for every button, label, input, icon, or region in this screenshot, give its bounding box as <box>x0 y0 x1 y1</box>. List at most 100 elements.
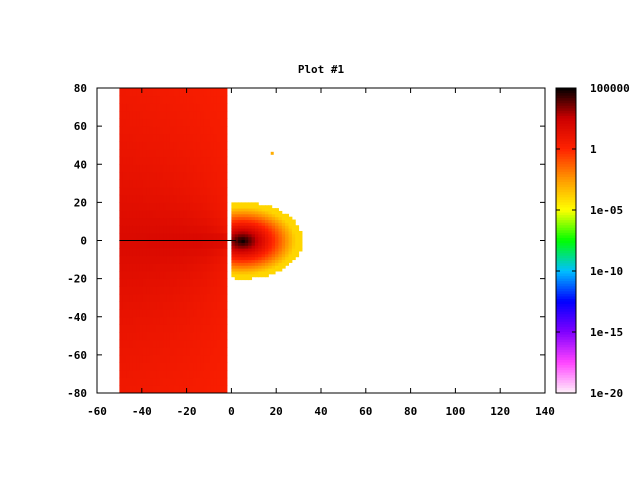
heat-cell-core <box>275 208 279 212</box>
heat-cell-fan <box>156 385 161 394</box>
heat-cell-core <box>248 239 253 243</box>
heat-cell-fan <box>119 202 124 211</box>
heat-cell-core <box>238 216 242 221</box>
heat-cell-fan <box>166 339 171 348</box>
heat-cell-fan <box>142 385 147 394</box>
heat-cell-fan <box>189 293 194 302</box>
heat-cell-fan <box>129 347 134 356</box>
heat-cell-fan <box>176 202 181 211</box>
heat-cell-fan <box>179 217 184 226</box>
heat-cell-fan <box>159 278 164 287</box>
heat-cell-fan <box>119 362 124 371</box>
heat-cell-fan <box>169 225 174 234</box>
heat-cell-fan <box>122 370 127 379</box>
heat-cell-fan <box>176 347 181 356</box>
heat-cell-fan <box>139 316 144 325</box>
heat-cell-fan <box>129 293 134 302</box>
heat-cell-fan <box>189 339 194 348</box>
heat-cell-core <box>254 208 259 212</box>
heat-cell-fan <box>163 263 167 272</box>
heat-cell-fan <box>210 354 214 363</box>
heat-cell-core <box>258 216 263 221</box>
heat-cell-core <box>248 202 253 206</box>
heat-cell-fan <box>203 103 208 112</box>
heat-cell-fan <box>206 332 211 341</box>
heat-cell-fan <box>142 370 147 379</box>
heat-cell-core <box>238 236 242 241</box>
heat-cell-core <box>251 271 256 275</box>
heat-cell-fan <box>210 210 214 219</box>
heat-cell-core <box>254 225 259 229</box>
y-tick-label: 60 <box>74 120 87 133</box>
heat-cell-fan <box>163 278 167 287</box>
heat-cell-core <box>231 268 236 272</box>
heat-cell-fan <box>119 332 124 341</box>
heat-cell-fan <box>200 354 204 363</box>
heat-cell-fan <box>193 141 198 150</box>
heat-cell-fan <box>186 240 191 249</box>
heat-cell-fan <box>153 248 157 257</box>
heat-cell-fan <box>200 263 204 272</box>
heat-cell-fan <box>169 232 174 241</box>
heat-cell-fan <box>163 210 167 219</box>
heat-cell-fan <box>119 187 124 196</box>
heat-cell-fan <box>206 156 211 165</box>
colorbar-segment <box>556 204 576 209</box>
heat-cell-core <box>241 259 246 263</box>
heat-cell-fan <box>166 354 171 363</box>
heat-cell-core <box>238 225 242 229</box>
heat-cell-fan <box>139 217 144 226</box>
heat-cell-fan <box>216 110 221 119</box>
heat-cell-core <box>261 262 266 266</box>
heat-cell-fan <box>210 118 214 127</box>
heat-cell-core <box>254 256 259 261</box>
colorbar-segment <box>556 169 576 173</box>
heat-cell-core <box>231 219 236 223</box>
heat-cell-fan <box>196 332 201 341</box>
heat-cell-fan <box>183 133 188 142</box>
heat-cell-fan <box>216 179 221 188</box>
heat-cell-core <box>298 236 303 241</box>
heat-cell-fan <box>223 339 228 348</box>
heat-cell-core <box>244 262 249 266</box>
heat-cell-fan <box>166 187 171 196</box>
heat-cell-fan <box>119 347 124 356</box>
heat-cell-fan <box>200 293 204 302</box>
heat-cell-core <box>258 210 263 215</box>
heat-cell-core <box>258 273 263 278</box>
heat-cell-fan <box>169 316 174 325</box>
heat-cell-fan <box>179 110 184 119</box>
heat-cell-fan <box>149 370 154 379</box>
heat-cell-fan <box>126 232 130 241</box>
heat-cell-core <box>251 210 256 215</box>
heat-cell-core <box>285 250 290 255</box>
heat-cell-core <box>248 245 253 249</box>
heat-cell-fan <box>136 110 141 119</box>
heat-cell-fan <box>149 133 154 142</box>
heat-cell-core <box>251 256 256 261</box>
heat-cell-fan <box>213 362 218 371</box>
colorbar-segment <box>556 227 576 231</box>
heat-cell-fan <box>132 179 137 188</box>
heat-cell-fan <box>126 385 130 394</box>
heat-cell-fan <box>166 110 171 119</box>
x-tick-label: 60 <box>359 405 372 418</box>
heat-cell-fan <box>146 110 151 119</box>
heat-cell-fan <box>206 385 211 394</box>
colorbar-tick-label: 1e-05 <box>590 204 623 217</box>
heat-cell-fan <box>159 202 164 211</box>
heat-cell-core <box>251 248 256 252</box>
heat-cell-fan <box>129 339 134 348</box>
heat-cell-fan <box>173 133 178 142</box>
heat-cell-fan <box>169 339 174 348</box>
heat-cell-fan <box>122 118 127 127</box>
heat-cell-fan <box>203 301 208 310</box>
heat-cell-fan <box>122 324 127 333</box>
heat-cell-fan <box>206 210 211 219</box>
heat-cell-fan <box>196 110 201 119</box>
heat-cell-fan <box>153 110 157 119</box>
heat-cell-fan <box>203 271 208 280</box>
heat-cell-fan <box>210 225 214 234</box>
heat-cell-fan <box>220 339 225 348</box>
heat-cell-core <box>298 233 303 238</box>
